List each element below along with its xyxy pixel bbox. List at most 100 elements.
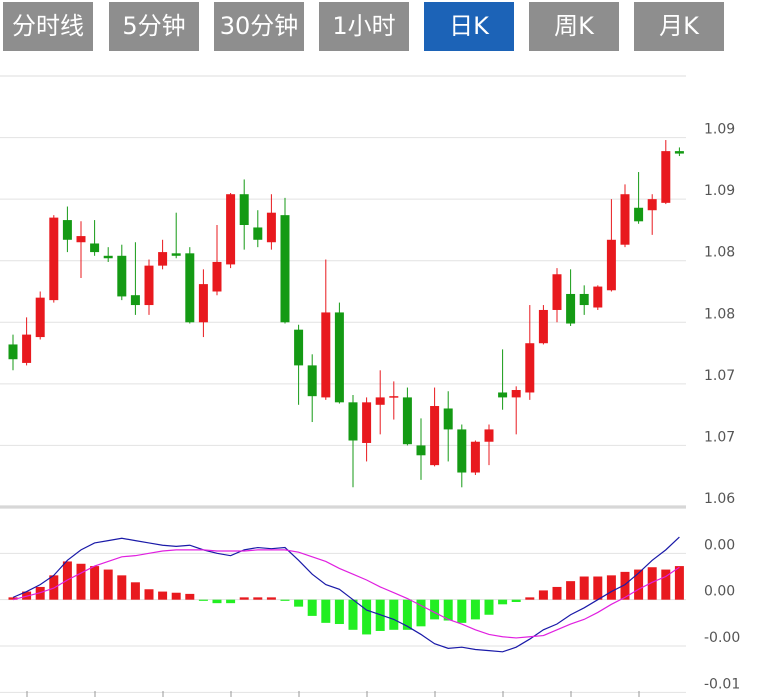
macd-bar — [212, 599, 222, 604]
macd-bar — [498, 599, 508, 605]
macd-bar — [253, 597, 263, 600]
dea-line — [12, 549, 680, 639]
y-tick-label: 1.07 — [704, 368, 735, 384]
macd-bar — [470, 599, 480, 620]
candle-body — [22, 334, 32, 363]
macd-bar — [348, 599, 358, 630]
candle-body — [198, 284, 208, 323]
candle-body — [8, 344, 18, 360]
candle-body — [266, 212, 276, 243]
candle-body — [226, 194, 236, 265]
macd-bar — [144, 589, 154, 600]
candle-body — [144, 265, 154, 306]
y-tick-label: 1.09 — [704, 122, 735, 138]
macd-bar — [307, 599, 317, 616]
macd-bar — [416, 599, 426, 627]
candle-body — [280, 215, 290, 323]
candle-body — [62, 220, 72, 240]
candle-body — [620, 194, 630, 245]
macd-bar — [294, 599, 304, 607]
macd-bar — [171, 592, 181, 600]
macd-bar — [606, 575, 616, 600]
macd-bar — [593, 576, 603, 600]
macd-bar — [130, 582, 140, 600]
macd-bar — [552, 586, 562, 600]
candle-body — [171, 253, 181, 256]
candle-body — [389, 396, 399, 398]
candle-body — [674, 151, 684, 154]
candle-body — [552, 274, 562, 310]
y-tick-label: -0.00 — [704, 630, 740, 646]
candle-body — [117, 255, 127, 297]
macd-bar — [538, 590, 548, 600]
macd-bar — [103, 569, 113, 600]
candle-body — [253, 227, 263, 240]
y-tick-label: 1.08 — [704, 245, 735, 261]
candle-body — [593, 286, 603, 308]
macd-bar — [511, 599, 521, 602]
tab[interactable]: 周K — [529, 2, 619, 51]
candle-body — [566, 293, 576, 324]
macd-bar — [620, 571, 630, 600]
macd-bar — [239, 597, 249, 600]
candle-body — [362, 402, 372, 443]
candle-body — [49, 217, 59, 301]
macd-bar — [661, 569, 671, 600]
y-tick-label: -0.01 — [704, 676, 740, 692]
tab[interactable]: 30分钟 — [214, 2, 304, 51]
candle-body — [457, 429, 467, 473]
macd-bar — [117, 575, 127, 600]
candle-body — [76, 236, 86, 243]
macd-bar — [457, 599, 467, 623]
candle-body — [239, 194, 249, 226]
y-tick-label: 1.07 — [704, 429, 735, 445]
macd-bar — [8, 597, 18, 600]
candle-body — [511, 390, 521, 398]
macd-bar — [158, 591, 168, 600]
tab[interactable]: 日K — [424, 2, 514, 51]
macd-bar — [226, 599, 236, 604]
macd-bar — [566, 581, 576, 600]
candle-body — [484, 429, 494, 442]
tab[interactable]: 月K — [634, 2, 724, 51]
candle-body — [90, 243, 100, 253]
macd-bar — [362, 599, 372, 635]
macd-bar — [443, 599, 453, 621]
candle-body — [130, 295, 140, 306]
macd-bar — [579, 576, 589, 600]
macd-bar — [185, 593, 195, 600]
tab-bar: 分时线 5分钟 30分钟 1小时 日K 周K 月K — [0, 0, 760, 56]
tab[interactable]: 5分钟 — [109, 2, 199, 51]
candle-body — [416, 445, 426, 456]
macd-bar — [280, 599, 290, 601]
candle-body — [634, 207, 644, 222]
macd-bar — [430, 599, 440, 620]
macd-bar — [674, 566, 684, 600]
candle-body — [525, 343, 535, 393]
macd-bar — [266, 597, 276, 600]
macd-bar — [634, 569, 644, 600]
tab[interactable]: 分时线 — [3, 2, 93, 51]
y-tick-label: 1.09 — [704, 183, 735, 199]
macd-bar — [76, 563, 86, 600]
dif-line — [12, 536, 680, 653]
macd-bar — [334, 599, 344, 625]
candle-body — [103, 255, 113, 259]
candle-body — [185, 253, 195, 323]
macd-bar — [647, 567, 657, 600]
candle-body — [579, 293, 589, 306]
tab[interactable]: 1小时 — [319, 2, 409, 51]
macd-bar — [402, 599, 412, 630]
candle-body — [538, 309, 548, 344]
y-tick-label: 0.00 — [704, 584, 735, 600]
candle-body — [430, 406, 440, 466]
candle-body — [294, 329, 304, 366]
macd-bar — [389, 599, 399, 630]
macd-bar — [90, 566, 100, 600]
candle-body — [375, 397, 385, 405]
y-tick-label: 1.06 — [704, 491, 735, 507]
macd-bar — [484, 599, 494, 615]
candle-body — [307, 365, 317, 397]
